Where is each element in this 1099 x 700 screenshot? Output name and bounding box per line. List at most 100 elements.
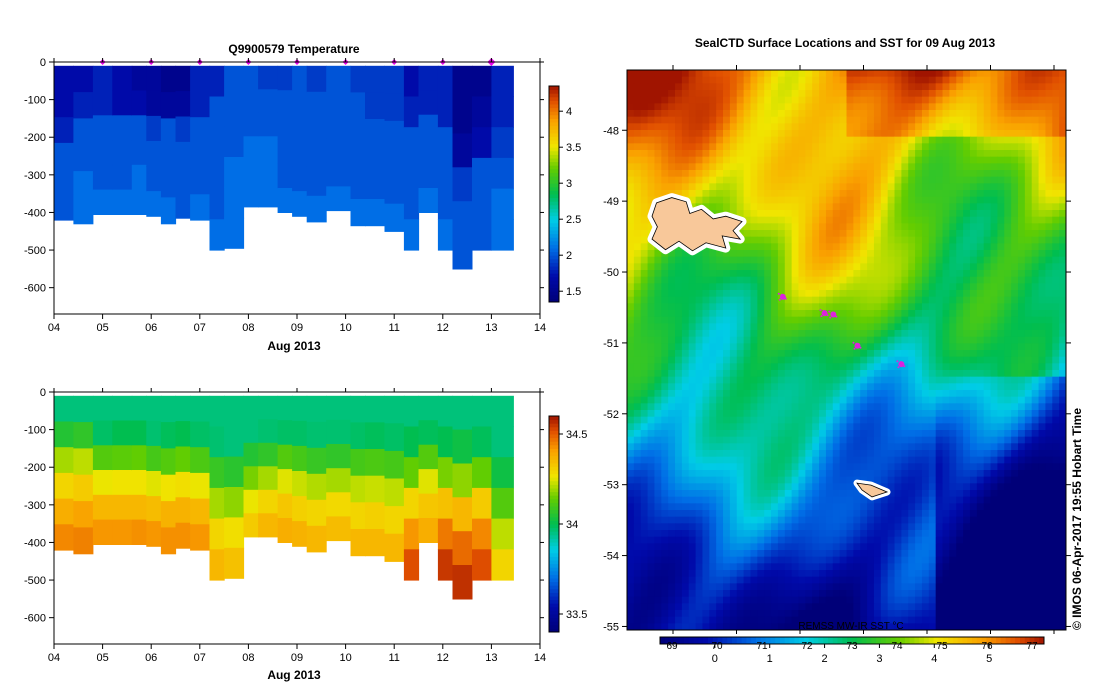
profile-cell [224,547,245,579]
profile-cell [326,89,352,115]
profile-cell [491,518,514,550]
profile-cell [190,395,211,423]
profile-cell [306,473,327,501]
profile-cell [54,447,74,474]
island-shape [651,197,743,252]
salinity-axes: 04 05 06 07 08 09 10 11 12 13 14 0 -100 -200 -300 -400 -… [24,387,546,664]
profile-cell [258,89,279,114]
profile-cell [277,163,293,189]
seal-locations [777,292,906,369]
profile-cell [437,395,454,428]
profile-cell [190,421,211,448]
profile-cell [472,426,492,458]
profile-cell [292,191,308,217]
profile-cell [131,420,147,446]
profile-cell [452,565,473,600]
profile-cell [73,144,94,172]
sst-colorbar-celsius-label: 1 [767,653,773,665]
profile-cell [175,497,191,524]
colorbar-tick-label: 33.5 [566,609,587,621]
profile-cell [209,395,225,428]
profile-cell [258,466,279,491]
profile-cell [224,426,245,458]
profile-cell [418,163,439,189]
profile-cell [54,142,74,170]
profile-cell [92,140,113,166]
colorbar-tick-label: 34 [566,519,578,531]
profile-cell [160,527,177,555]
profile-cell [190,447,211,474]
map-frame [626,69,1067,631]
salinity-x-axis-label: Aug 2013 [267,668,321,682]
profile-cell [306,65,327,93]
temperature-profiles [54,65,514,270]
y-tick-label: -200 [24,132,46,144]
profile-cell [472,395,492,428]
profile-cell [190,498,211,525]
profile-cell [292,496,308,522]
y-tick-label: 0 [40,387,46,399]
profile-cell [292,115,308,142]
profile-cell [277,114,293,140]
profile-cell [160,171,177,198]
x-tick-label: 07 [194,322,206,334]
profile-cell [365,119,385,147]
colorbar-tick-label: 4 [566,106,572,118]
map-latitude-label: -54 [603,551,619,563]
profile-cell [418,139,439,165]
profile-cell [146,65,162,92]
x-tick-label: 11 [388,322,399,334]
profile-cell [403,518,420,550]
profile-cell [306,525,327,553]
profile-cell [350,449,366,477]
profile-cell [437,219,454,251]
profile-cell [112,445,133,471]
salinity-section-plot: 04 05 06 07 08 09 10 11 12 13 14 0 -100 -200 -300 -400 -… [24,387,587,682]
profile-cell [112,90,133,116]
profile-cell [418,188,439,213]
profile-cell [112,140,133,166]
profile-cell [54,524,74,551]
profile-cell [384,203,405,232]
profile-cell [243,159,259,184]
profile-cell [243,89,259,114]
profile-cell [292,471,308,497]
colorbar-tick-label: 2 [566,250,572,262]
sst-colorbar-fahrenheit-label: 74 [891,641,903,652]
profile-cell [54,194,74,221]
profile-cell [292,395,308,422]
profile-cell [146,191,162,217]
profile-cell [92,65,113,92]
profile-cell [452,133,473,168]
seal-location-marker [898,361,905,368]
profile-cell [472,219,492,251]
profile-cell [306,169,327,197]
profile-cell [326,395,352,421]
profile-cell [384,533,405,562]
profile-cell [258,395,279,420]
x-tick-label: 10 [339,652,351,664]
profile-cell [73,65,94,93]
profile-cell [350,65,366,93]
y-tick-label: -500 [24,245,46,257]
x-tick-label: 11 [388,652,399,664]
profile-cell [403,487,420,520]
profile-cell [306,143,327,171]
profile-cell [418,493,439,519]
profile-cell [384,506,405,535]
profile-cell [384,176,405,205]
profile-cell [92,494,113,521]
profile-cell [190,117,211,144]
profile-cell [209,457,225,489]
sst-map: SealCTD Surface Locations and SST for 09… [603,36,1071,665]
x-tick-label: 04 [48,652,60,664]
map-title: SealCTD Surface Locations and SST for 09… [695,36,996,50]
profile-cell [175,167,191,194]
profile-cell [350,119,366,147]
profile-cell [258,112,279,137]
profile-cell [452,99,473,135]
profile-cell [306,91,327,119]
sst-colorbar-celsius-label: 3 [876,653,882,665]
profile-cell [175,471,191,498]
profile-cell [131,90,147,116]
